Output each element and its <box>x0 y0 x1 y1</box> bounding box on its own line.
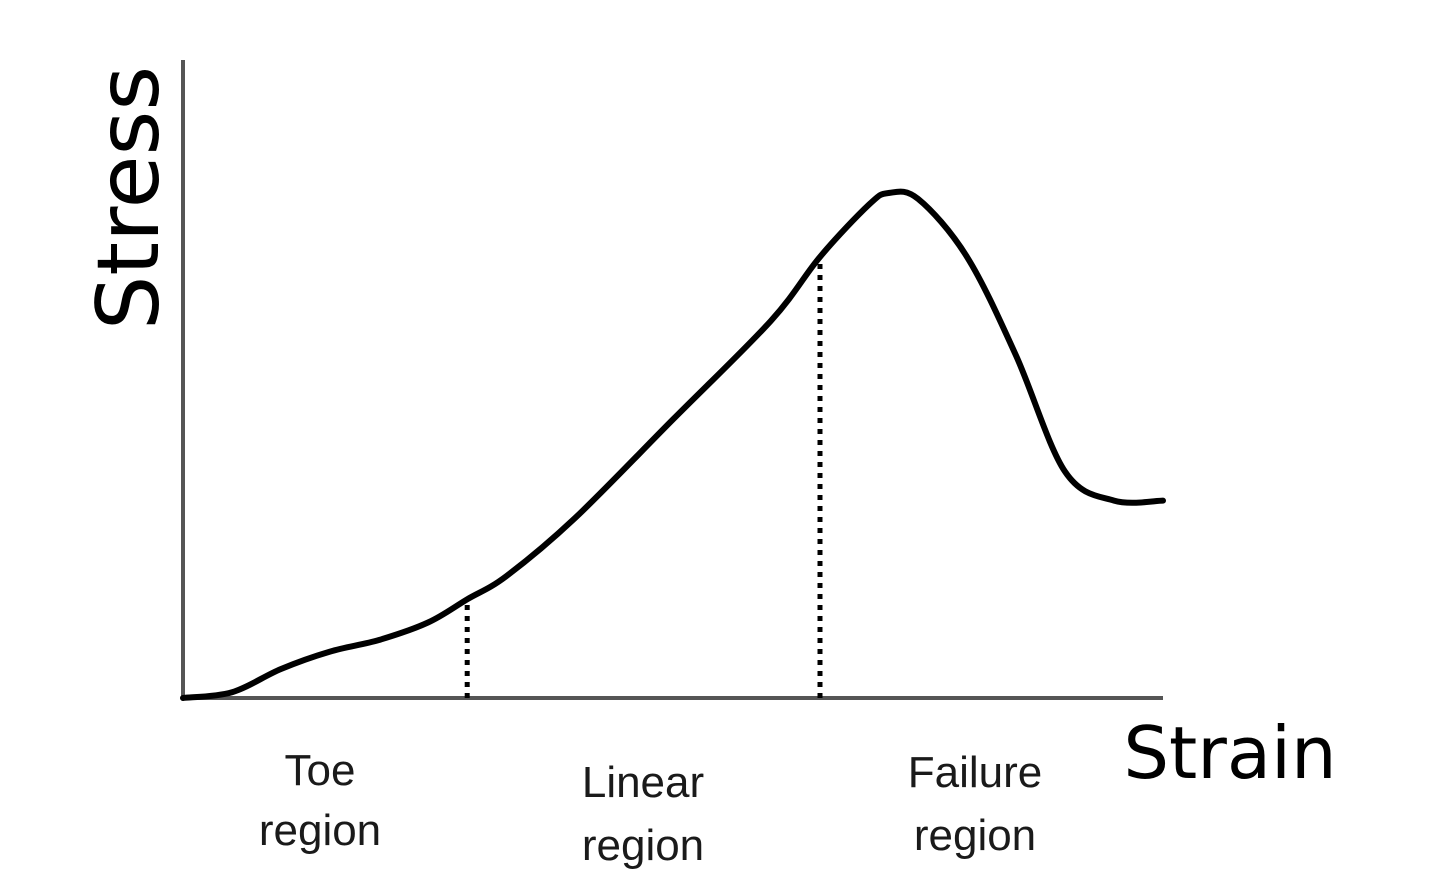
failure-region-label-line1: Failure <box>908 748 1043 797</box>
x-axis-title: Strain <box>1123 711 1336 795</box>
axes <box>181 60 1163 700</box>
region-boundaries <box>464 260 823 698</box>
failure-region-label-line2: region <box>914 811 1036 860</box>
toe-region-label-line1: Toe <box>285 746 356 795</box>
linear-region-label-line2: region <box>582 821 704 870</box>
linear-region-label-line1: Linear <box>582 758 704 807</box>
toe-region-label-line2: region <box>259 806 381 855</box>
stress-strain-curve <box>180 188 1166 701</box>
y-axis-title: Stress <box>79 66 179 330</box>
